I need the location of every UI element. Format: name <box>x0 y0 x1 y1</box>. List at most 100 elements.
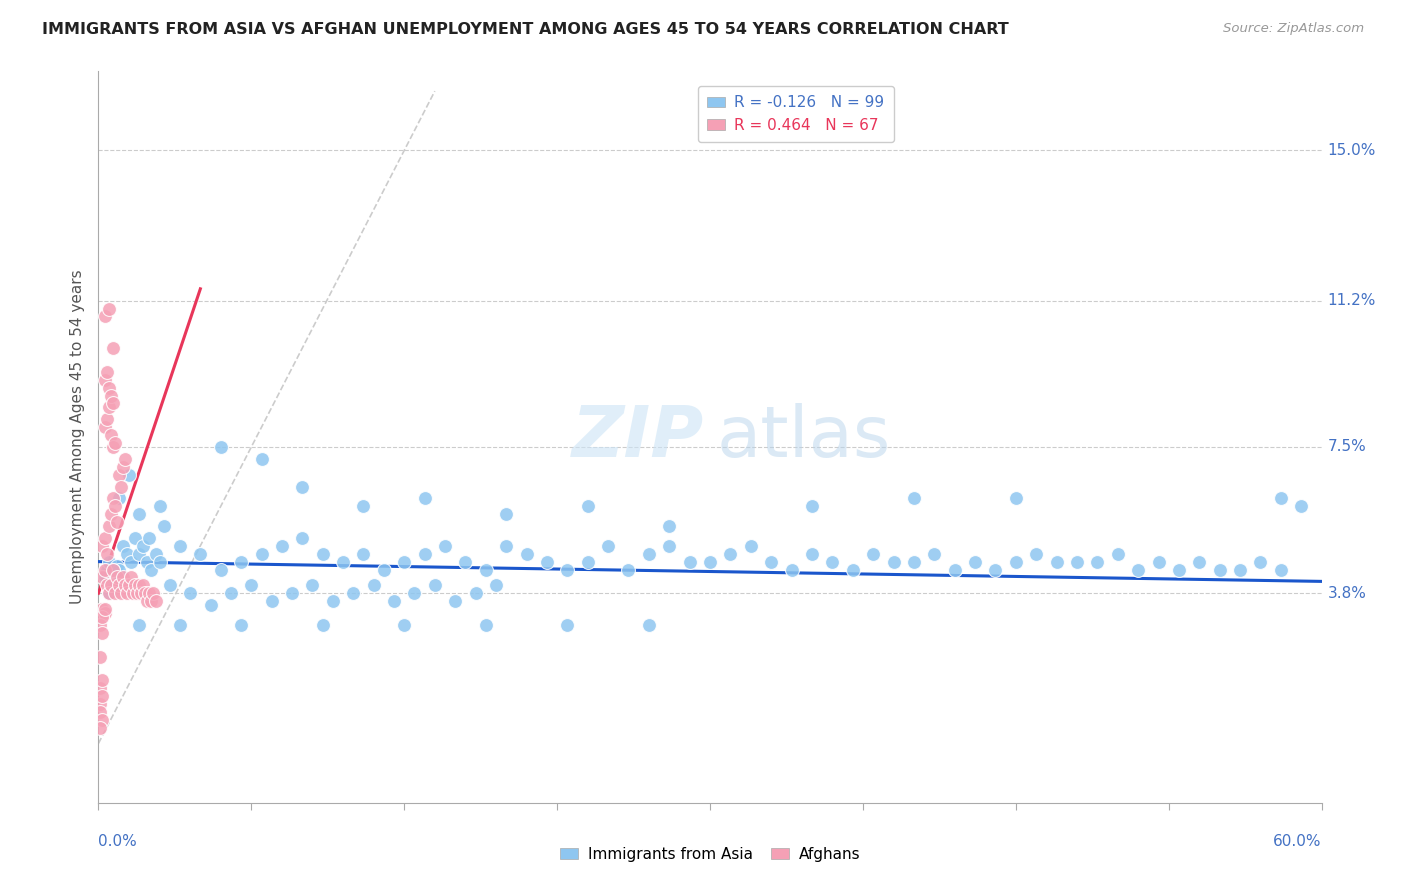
Point <box>100 570 122 584</box>
Point <box>101 440 124 454</box>
Point <box>169 539 191 553</box>
Point <box>104 436 127 450</box>
Point <box>516 547 538 561</box>
Point <box>250 451 273 466</box>
Point <box>93 531 115 545</box>
Point <box>104 586 127 600</box>
Point <box>93 606 115 620</box>
Point <box>97 586 120 600</box>
Point <box>89 681 111 695</box>
Point <box>96 365 118 379</box>
Point <box>111 539 134 553</box>
Point <box>965 555 987 569</box>
Point <box>111 459 134 474</box>
Point <box>576 555 599 569</box>
Point <box>464 586 486 600</box>
Point <box>1066 555 1088 569</box>
Point <box>142 586 165 600</box>
Point <box>209 562 232 576</box>
Point <box>883 555 905 569</box>
Point <box>104 566 127 581</box>
Point <box>188 547 212 561</box>
Point <box>145 594 167 608</box>
Point <box>89 618 111 632</box>
Point <box>555 562 579 576</box>
Point <box>363 578 385 592</box>
Point <box>761 555 783 569</box>
Point <box>93 310 115 324</box>
Point <box>444 594 467 608</box>
Point <box>100 428 122 442</box>
Point <box>413 491 436 506</box>
Point <box>301 578 323 592</box>
Point <box>100 507 122 521</box>
Point <box>332 555 354 569</box>
Point <box>1229 562 1251 576</box>
Point <box>141 594 163 608</box>
Point <box>138 586 160 600</box>
Point <box>637 547 661 561</box>
Point <box>169 618 191 632</box>
Point <box>637 618 661 632</box>
Point <box>423 578 446 592</box>
Point <box>260 594 283 608</box>
Point <box>231 555 253 569</box>
Point <box>598 539 620 553</box>
Point <box>100 578 122 592</box>
Point <box>1209 562 1232 576</box>
Point <box>392 618 416 632</box>
Point <box>127 586 149 600</box>
Point <box>404 586 426 600</box>
Point <box>114 578 136 592</box>
Point <box>943 562 966 576</box>
Point <box>138 531 160 545</box>
Point <box>1291 500 1313 514</box>
Point <box>250 547 273 561</box>
Point <box>136 594 159 608</box>
Point <box>576 500 599 514</box>
Point <box>474 562 498 576</box>
Point <box>1167 562 1189 576</box>
Point <box>679 555 702 569</box>
Point <box>93 420 115 434</box>
Point <box>110 586 132 600</box>
Point <box>617 562 640 576</box>
Point <box>862 547 884 561</box>
Point <box>128 578 150 592</box>
Point <box>1270 562 1292 576</box>
Point <box>141 562 163 576</box>
Point <box>134 586 156 600</box>
Point <box>231 618 253 632</box>
Text: ZIP: ZIP <box>572 402 704 472</box>
Point <box>128 547 150 561</box>
Point <box>101 578 124 592</box>
Point <box>718 547 742 561</box>
Point <box>179 586 201 600</box>
Point <box>91 539 114 553</box>
Point <box>1004 555 1026 569</box>
Point <box>1147 555 1170 569</box>
Point <box>96 578 118 592</box>
Point <box>93 570 115 584</box>
Text: 7.5%: 7.5% <box>1327 440 1367 454</box>
Point <box>89 697 111 711</box>
Point <box>91 610 114 624</box>
Point <box>209 440 232 454</box>
Text: 3.8%: 3.8% <box>1327 586 1367 600</box>
Point <box>122 586 145 600</box>
Point <box>1107 547 1129 561</box>
Point <box>97 586 120 600</box>
Point <box>413 547 436 561</box>
Point <box>658 519 681 533</box>
Point <box>91 570 114 584</box>
Point <box>454 555 477 569</box>
Point <box>485 578 508 592</box>
Point <box>101 562 124 576</box>
Text: Source: ZipAtlas.com: Source: ZipAtlas.com <box>1223 22 1364 36</box>
Point <box>152 519 174 533</box>
Point <box>91 673 114 688</box>
Point <box>93 602 115 616</box>
Point <box>91 713 114 727</box>
Point <box>97 381 120 395</box>
Point <box>97 555 120 569</box>
